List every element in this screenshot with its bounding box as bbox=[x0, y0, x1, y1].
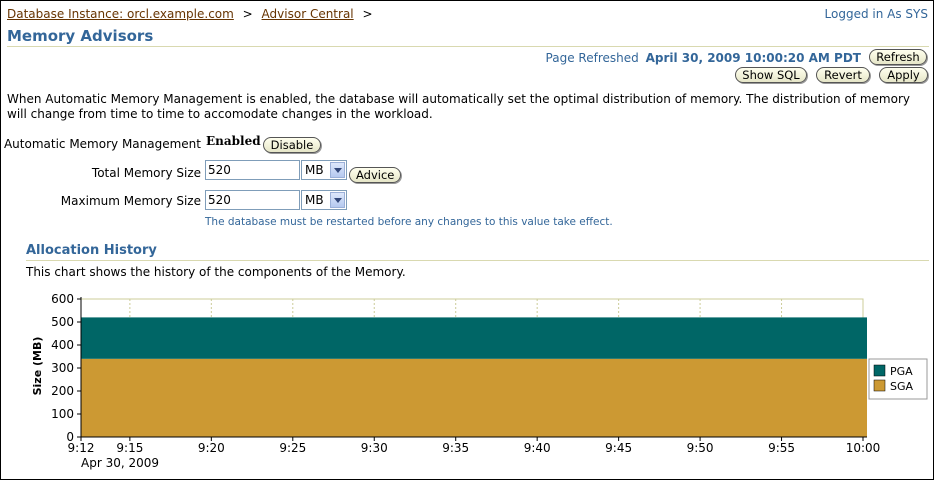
chart-x-tick-label: 9:12 bbox=[68, 441, 95, 455]
legend-label-sga: SGA bbox=[890, 380, 914, 393]
legend-swatch-pga bbox=[873, 364, 886, 377]
chevron-down-icon bbox=[330, 192, 345, 208]
total-memory-label: Total Memory Size bbox=[91, 166, 201, 180]
breadcrumb-separator: > bbox=[362, 7, 373, 21]
breadcrumb: Database Instance: orcl.example.com > Ad… bbox=[7, 7, 373, 21]
revert-button[interactable]: Revert bbox=[816, 67, 870, 83]
breadcrumb-database-instance[interactable]: Database Instance: orcl.example.com bbox=[7, 7, 234, 21]
total-memory-unit: MB bbox=[305, 163, 324, 177]
page-refreshed: Page Refreshed April 30, 2009 10:00:20 A… bbox=[521, 51, 861, 65]
chart-y-tick-label: 500 bbox=[51, 315, 74, 329]
breadcrumb-separator: > bbox=[242, 7, 253, 21]
chart-y-tick-label: 400 bbox=[51, 338, 74, 352]
chart-area-pga bbox=[81, 317, 867, 359]
chart-x-tick-label: 9:35 bbox=[442, 441, 469, 455]
allocation-description: This chart shows the history of the comp… bbox=[26, 265, 406, 279]
chart-x-tick-label: 9:20 bbox=[198, 441, 225, 455]
disable-button[interactable]: Disable bbox=[263, 137, 321, 153]
total-memory-input[interactable] bbox=[205, 160, 300, 180]
legend-swatch-sga bbox=[873, 379, 886, 392]
amm-status: Enabled bbox=[206, 134, 261, 148]
chart-x-sublabel: Apr 30, 2009 bbox=[81, 456, 159, 470]
chart-y-axis-label: Size (MB) bbox=[31, 337, 44, 396]
page-title: Memory Advisors bbox=[7, 27, 154, 45]
memory-chart: 0 100 200 300 400 500 600 9:12 9:15 9:20 9:25 9:30 9… bbox=[31, 292, 928, 470]
breadcrumb-advisor-central[interactable]: Advisor Central bbox=[261, 7, 354, 21]
chart-x-tick-label: 9:50 bbox=[687, 441, 714, 455]
chart-y-tick-label: 200 bbox=[51, 384, 74, 398]
chart-x-tick-label: 9:45 bbox=[605, 441, 632, 455]
chart-x-tick-label: 10:00 bbox=[846, 441, 881, 455]
description: When Automatic Memory Management is enab… bbox=[7, 92, 910, 121]
chart-y-tick-label: 600 bbox=[51, 292, 74, 306]
page-refreshed-timestamp: April 30, 2009 10:00:20 AM PDT bbox=[645, 51, 861, 65]
advice-button[interactable]: Advice bbox=[349, 167, 401, 183]
amm-label: Automatic Memory Management bbox=[3, 137, 201, 151]
chart-y-tick-label: 100 bbox=[51, 407, 74, 421]
page-refreshed-label: Page Refreshed bbox=[545, 51, 639, 65]
chart-y-tick-label: 0 bbox=[66, 430, 74, 444]
chevron-down-icon bbox=[330, 162, 345, 178]
max-memory-unit-select[interactable]: MB bbox=[301, 190, 347, 210]
chart-y-tick-label: 300 bbox=[51, 361, 74, 375]
legend-label-pga: PGA bbox=[890, 365, 913, 378]
max-memory-hint: The database must be restarted before an… bbox=[205, 216, 613, 228]
max-memory-label: Maximum Memory Size bbox=[60, 194, 201, 208]
chart-area-sga bbox=[81, 358, 867, 437]
max-memory-unit: MB bbox=[305, 193, 324, 207]
apply-button[interactable]: Apply bbox=[879, 67, 928, 83]
chart-x-tick-label: 9:25 bbox=[279, 441, 306, 455]
allocation-title: Allocation History bbox=[26, 243, 157, 258]
allocation-divider bbox=[26, 260, 929, 261]
chart-x-tick-label: 9:55 bbox=[768, 441, 795, 455]
total-memory-unit-select[interactable]: MB bbox=[301, 160, 347, 180]
chart-x-tick-label: 9:15 bbox=[116, 441, 143, 455]
show-sql-button[interactable]: Show SQL bbox=[735, 67, 807, 83]
title-divider bbox=[7, 46, 929, 47]
max-memory-input[interactable] bbox=[205, 190, 300, 210]
chart-x-tick-label: 9:30 bbox=[361, 441, 388, 455]
chart-x-tick-label: 9:40 bbox=[524, 441, 551, 455]
refresh-button[interactable]: Refresh bbox=[869, 49, 927, 65]
login-status: Logged in As SYS bbox=[824, 7, 928, 21]
